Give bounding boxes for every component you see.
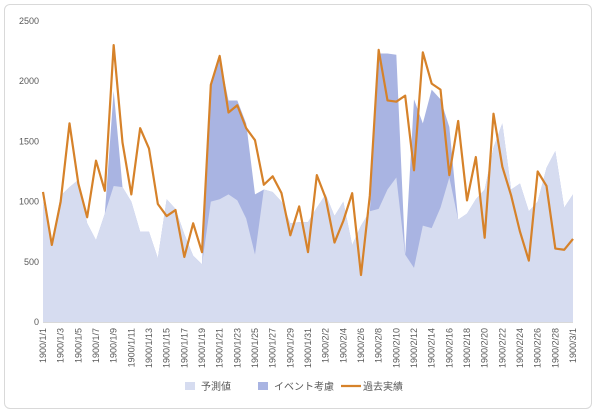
x-tick-label: 1900/1/1 — [38, 328, 48, 363]
area-layer — [43, 53, 573, 322]
y-tick-label: 2000 — [19, 76, 39, 86]
y-tick-label: 1500 — [19, 136, 39, 146]
x-tick-label: 1900/1/15 — [162, 328, 172, 368]
legend-label: イベント考慮 — [274, 380, 334, 393]
x-tick-label: 1900/1/23 — [232, 328, 242, 368]
x-tick-label: 1900/2/2 — [321, 328, 331, 363]
x-tick-label: 1900/2/16 — [444, 328, 454, 368]
y-tick-label: 1000 — [19, 197, 39, 207]
legend-swatch — [185, 382, 195, 390]
x-tick-label: 1900/1/3 — [56, 328, 66, 363]
x-tick-label: 1900/2/26 — [533, 328, 543, 368]
y-tick-label: 500 — [24, 257, 39, 267]
x-tick-label: 1900/2/24 — [515, 328, 525, 368]
x-tick-label: 1900/1/7 — [91, 328, 101, 363]
x-tick-label: 1900/1/25 — [250, 328, 260, 368]
area-forecast — [43, 123, 573, 322]
x-tick-label: 1900/2/28 — [550, 328, 560, 368]
legend: 予測値 イベント考慮 過去実績 — [185, 380, 403, 393]
y-tick-labels: 0 500 1000 1500 2000 2500 — [19, 16, 39, 327]
x-tick-label: 1900/1/31 — [303, 328, 313, 368]
x-tick-label: 1900/2/8 — [374, 328, 384, 363]
x-tick-label: 1900/1/11 — [126, 328, 136, 367]
x-tick-label: 1900/2/12 — [409, 328, 419, 368]
line-layer — [41, 43, 574, 277]
x-tick-label: 1900/2/14 — [427, 328, 437, 368]
x-tick-label: 1900/2/10 — [391, 328, 401, 368]
legend-swatch — [258, 382, 268, 390]
x-tick-label: 1900/3/1 — [568, 328, 578, 363]
x-tick-label: 1900/1/5 — [73, 328, 83, 363]
x-tick-label: 1900/1/17 — [179, 328, 189, 368]
y-tick-label: 2500 — [19, 16, 39, 26]
legend-label: 過去実績 — [363, 380, 403, 393]
x-tick-label: 1900/2/6 — [356, 328, 366, 363]
x-tick-label: 1900/1/29 — [285, 328, 295, 368]
x-tick-label: 1900/2/4 — [338, 328, 348, 363]
x-tick-label: 1900/1/21 — [215, 328, 225, 368]
x-tick-labels: 1900/1/1 1900/1/3 1900/1/5 1900/1/7 1900/1/9… — [38, 328, 578, 368]
x-tick-label: 1900/1/27 — [268, 328, 278, 368]
line-actual — [41, 43, 574, 277]
x-tick-label: 1900/1/19 — [197, 328, 207, 368]
x-tick-label: 1900/2/22 — [497, 328, 507, 368]
x-tick-label: 1900/2/20 — [480, 328, 490, 368]
y-tick-label: 0 — [34, 317, 39, 327]
x-tick-label: 1900/1/13 — [144, 328, 154, 368]
legend-label: 予測値 — [201, 380, 231, 393]
x-tick-label: 1900/2/18 — [462, 328, 472, 368]
x-tick-label: 1900/1/9 — [109, 328, 119, 363]
